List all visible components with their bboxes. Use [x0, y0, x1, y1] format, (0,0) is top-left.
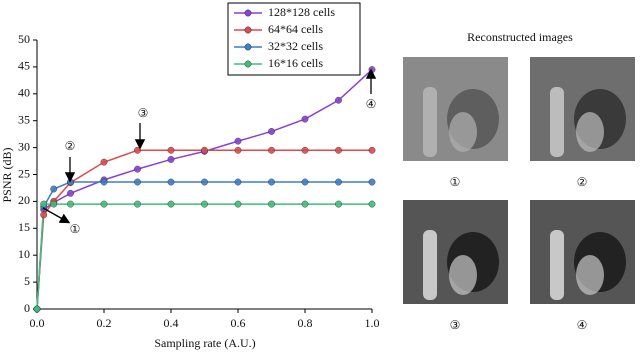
legend-label: 64*64 cells: [268, 22, 323, 36]
series-line: [36, 149, 372, 310]
legend-marker: [244, 9, 252, 17]
y-tick-label: 40: [18, 86, 30, 100]
y-tick-label: 45: [18, 59, 30, 73]
legend-label: 128*128 cells: [268, 5, 335, 19]
data-point: [50, 200, 58, 208]
image-label: ①: [450, 175, 461, 189]
data-point: [40, 200, 48, 208]
x-tick-label: 0.4: [164, 316, 179, 330]
x-tick-label: 0.6: [231, 316, 246, 330]
data-point: [50, 185, 58, 193]
legend-marker: [244, 60, 252, 68]
data-point: [234, 146, 242, 154]
data-point: [100, 200, 108, 208]
y-tick-label: 20: [18, 193, 30, 207]
data-point: [368, 200, 376, 208]
data-point: [100, 158, 108, 166]
legend-label: 32*32 cells: [268, 39, 323, 53]
image-detail: [550, 230, 564, 300]
y-tick-label: 5: [24, 274, 30, 288]
annotation: ①: [70, 222, 81, 236]
data-point: [301, 146, 309, 154]
image-detail: [576, 255, 604, 295]
data-point: [368, 178, 376, 186]
data-point: [134, 165, 141, 173]
annotation-arrow: [42, 207, 71, 224]
data-point: [335, 96, 342, 104]
x-axis-label: Sampling rate (A.U.): [154, 336, 255, 350]
data-point: [368, 66, 376, 74]
data-point: [234, 137, 242, 145]
x-tick-label: 0.2: [97, 316, 112, 330]
legend-marker: [244, 43, 252, 51]
image-detail: [423, 230, 437, 300]
data-point: [167, 146, 175, 154]
data-point: [67, 200, 74, 208]
images-title: Reconstructed images: [467, 30, 573, 44]
image-detail: [449, 255, 477, 295]
data-point: [268, 146, 275, 154]
series-line: [36, 69, 373, 310]
data-point: [134, 200, 141, 208]
image-detail: [576, 112, 604, 152]
y-tick-label: 30: [18, 139, 30, 153]
annotation: ②: [65, 139, 76, 153]
data-point: [301, 178, 309, 186]
image-detail: [423, 87, 437, 157]
image-label: ②: [577, 175, 588, 189]
image-label: ③: [450, 318, 461, 332]
data-point: [201, 200, 208, 208]
x-tick-label: 0.0: [30, 316, 45, 330]
y-tick-label: 10: [18, 247, 30, 261]
annotation: ③: [138, 106, 149, 120]
data-point: [268, 128, 275, 135]
data-point: [234, 178, 242, 186]
y-tick-label: 0: [24, 301, 30, 315]
y-axis-label: PSNR (dB): [0, 147, 14, 202]
x-tick-label: 1.0: [365, 316, 380, 330]
data-point: [67, 189, 74, 197]
data-point: [368, 146, 376, 154]
data-point: [201, 146, 208, 154]
y-tick-label: 15: [18, 220, 30, 234]
data-point: [201, 178, 208, 186]
y-tick-label: 50: [18, 32, 30, 46]
legend-marker: [244, 26, 252, 34]
data-point: [167, 178, 175, 186]
data-point: [134, 146, 141, 154]
y-tick-label: 35: [18, 112, 30, 126]
data-point: [335, 200, 342, 208]
data-point: [335, 146, 342, 154]
y-tick-label: 25: [18, 166, 30, 180]
x-tick-label: 0.8: [298, 316, 313, 330]
data-point: [100, 178, 108, 186]
data-point: [167, 200, 175, 208]
legend-label: 16*16 cells: [268, 56, 323, 70]
image-label: ④: [577, 318, 588, 332]
data-point: [301, 200, 309, 208]
data-point: [301, 115, 309, 123]
data-point: [234, 200, 242, 208]
data-point: [40, 211, 48, 219]
image-detail: [550, 87, 564, 157]
data-point: [167, 155, 175, 163]
data-point: [268, 178, 275, 186]
data-point: [335, 178, 342, 186]
image-detail: [449, 112, 477, 152]
data-point: [268, 200, 275, 208]
series-line: [36, 203, 372, 310]
data-point: [33, 305, 41, 313]
annotation: ④: [366, 97, 377, 111]
data-point: [134, 178, 141, 186]
